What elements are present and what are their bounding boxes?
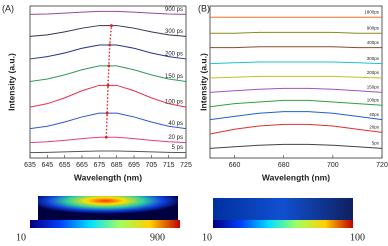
peak-trend xyxy=(105,25,113,138)
x-tick-label: 695 xyxy=(128,162,140,169)
spectrum xyxy=(209,123,383,135)
spectrum xyxy=(209,111,383,121)
peak-dot xyxy=(110,24,113,27)
series-label: 300 ps xyxy=(165,29,183,35)
x-tick-label: 705 xyxy=(145,162,157,169)
spectrum xyxy=(209,61,383,65)
series-label: 40ps xyxy=(369,112,380,117)
plot-frame xyxy=(209,5,383,159)
spectrum xyxy=(29,44,187,60)
spectrum xyxy=(29,84,187,108)
colorbar-min: 10 xyxy=(202,232,212,243)
x-axis-label: Wavelength (nm) xyxy=(74,172,142,182)
series-label: 150ps xyxy=(367,85,380,90)
peak-dot xyxy=(105,111,109,115)
spectrum xyxy=(29,150,187,154)
x-tick-label: 680 xyxy=(278,162,290,169)
colorbar-max: 900 xyxy=(150,232,165,243)
series-label: 100 ps xyxy=(165,100,183,106)
series-label: 40 ps xyxy=(168,121,183,127)
x-tick-label: 685 xyxy=(111,162,123,169)
x-tick-label: 660 xyxy=(229,162,241,169)
series-label: 5ps xyxy=(372,141,380,146)
series-label: 1800ps xyxy=(364,9,380,14)
series-label: 900 ps xyxy=(165,7,183,13)
colorbar-max: 100 xyxy=(350,232,365,243)
x-axis-label: Wavelength (nm) xyxy=(262,172,330,182)
colorbar xyxy=(213,220,353,228)
x-tick-label: 725 xyxy=(180,162,192,169)
spectrum xyxy=(209,87,383,93)
colorbar-min: 10 xyxy=(16,232,26,243)
spectrum xyxy=(210,31,382,34)
x-tick-label: 655 xyxy=(59,162,71,169)
series-label: 400ps xyxy=(367,40,380,45)
peak-dot xyxy=(106,83,110,87)
y-axis-label: Intensity (a.u.) xyxy=(6,53,16,111)
colorbar xyxy=(30,220,180,228)
series-label: 200ps xyxy=(367,70,380,75)
series-label: 5 ps xyxy=(172,145,183,151)
spectrum xyxy=(209,99,383,108)
series-label: 20 ps xyxy=(168,135,183,141)
x-tick-label: 635 xyxy=(24,162,36,169)
y-axis-label: Intensity (a.u.) xyxy=(198,53,208,111)
spectrum xyxy=(209,143,383,149)
streak-image xyxy=(38,196,178,220)
x-tick-label: 675 xyxy=(93,162,105,169)
spectrum xyxy=(29,112,187,130)
series-label: 900ps xyxy=(367,25,380,30)
series-label: 100ps xyxy=(367,97,380,102)
plot-frame xyxy=(29,5,187,159)
peak-dot xyxy=(108,43,112,47)
spectrum xyxy=(210,46,382,49)
series-label: 150 ps xyxy=(165,74,183,80)
spectrum xyxy=(209,75,383,79)
spectrum xyxy=(29,25,187,37)
x-tick-label: 645 xyxy=(41,162,53,169)
peak-dot xyxy=(107,64,111,68)
x-tick-label: 720 xyxy=(376,162,388,169)
spectrum xyxy=(29,10,187,15)
x-tick-label: 665 xyxy=(76,162,88,169)
x-tick-label: 715 xyxy=(163,162,175,169)
series-label: 20ps xyxy=(369,125,380,130)
spectrum xyxy=(29,136,187,144)
peak-dot xyxy=(104,135,108,139)
panel-label: (B) xyxy=(198,3,210,13)
series-label: 200 ps xyxy=(165,52,183,58)
panel-label: (A) xyxy=(2,3,14,13)
streak-image xyxy=(213,198,353,222)
series-label: 300ps xyxy=(367,56,380,61)
x-tick-label: 700 xyxy=(327,162,339,169)
